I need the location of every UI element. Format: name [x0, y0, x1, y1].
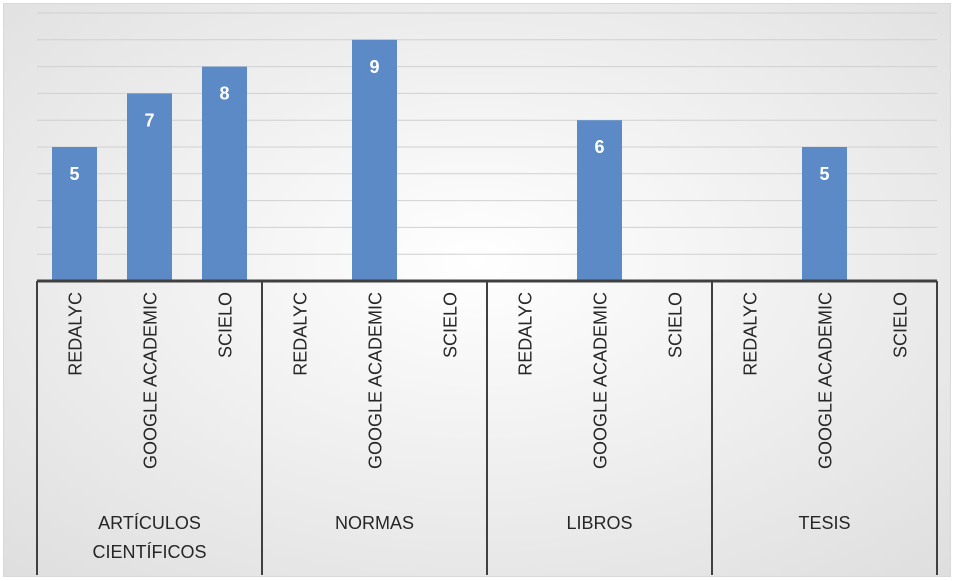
bar — [52, 147, 97, 281]
category-axis — [36, 279, 938, 575]
bar — [127, 93, 172, 282]
tick-label: SCIELO — [441, 292, 461, 358]
data-label: 7 — [144, 110, 154, 130]
tick-label: REDALYC — [516, 292, 536, 376]
bar — [802, 147, 847, 281]
tick-label: SCIELO — [216, 292, 236, 358]
tick-label: REDALYC — [66, 292, 86, 376]
bars — [52, 39, 847, 282]
bar — [352, 39, 397, 281]
group-labels: ARTÍCULOS CIENTÍFICOS NORMAS LIBROS TESIS — [92, 513, 850, 562]
tick-label: REDALYC — [741, 292, 761, 376]
data-label: 9 — [369, 57, 379, 77]
group-label: LIBROS — [566, 513, 632, 533]
tick-labels: REDALYC GOOGLE ACADEMIC SCIELO REDALYC GOOGL… — [66, 292, 911, 469]
tick-label: REDALYC — [291, 292, 311, 376]
tick-label: SCIELO — [891, 292, 911, 358]
bar — [202, 66, 247, 281]
tick-label: SCIELO — [666, 292, 686, 358]
data-label: 8 — [219, 84, 229, 104]
chart-frame — [3, 3, 951, 577]
data-label: 5 — [69, 164, 79, 184]
group-label: CIENTÍFICOS — [92, 542, 206, 562]
group-label: ARTÍCULOS — [98, 513, 201, 533]
tick-label: GOOGLE ACADEMIC — [591, 292, 611, 469]
data-label: 6 — [594, 137, 604, 157]
tick-label: GOOGLE ACADEMIC — [366, 292, 386, 469]
plot-background — [4, 4, 950, 576]
bar — [577, 120, 622, 281]
tick-label: GOOGLE ACADEMIC — [816, 292, 836, 469]
data-labels: 5 7 8 9 6 5 — [69, 57, 829, 184]
gridlines — [37, 12, 937, 255]
group-label: NORMAS — [335, 513, 414, 533]
data-label: 5 — [819, 164, 829, 184]
group-label: TESIS — [798, 513, 850, 533]
tick-label: GOOGLE ACADEMIC — [141, 292, 161, 469]
